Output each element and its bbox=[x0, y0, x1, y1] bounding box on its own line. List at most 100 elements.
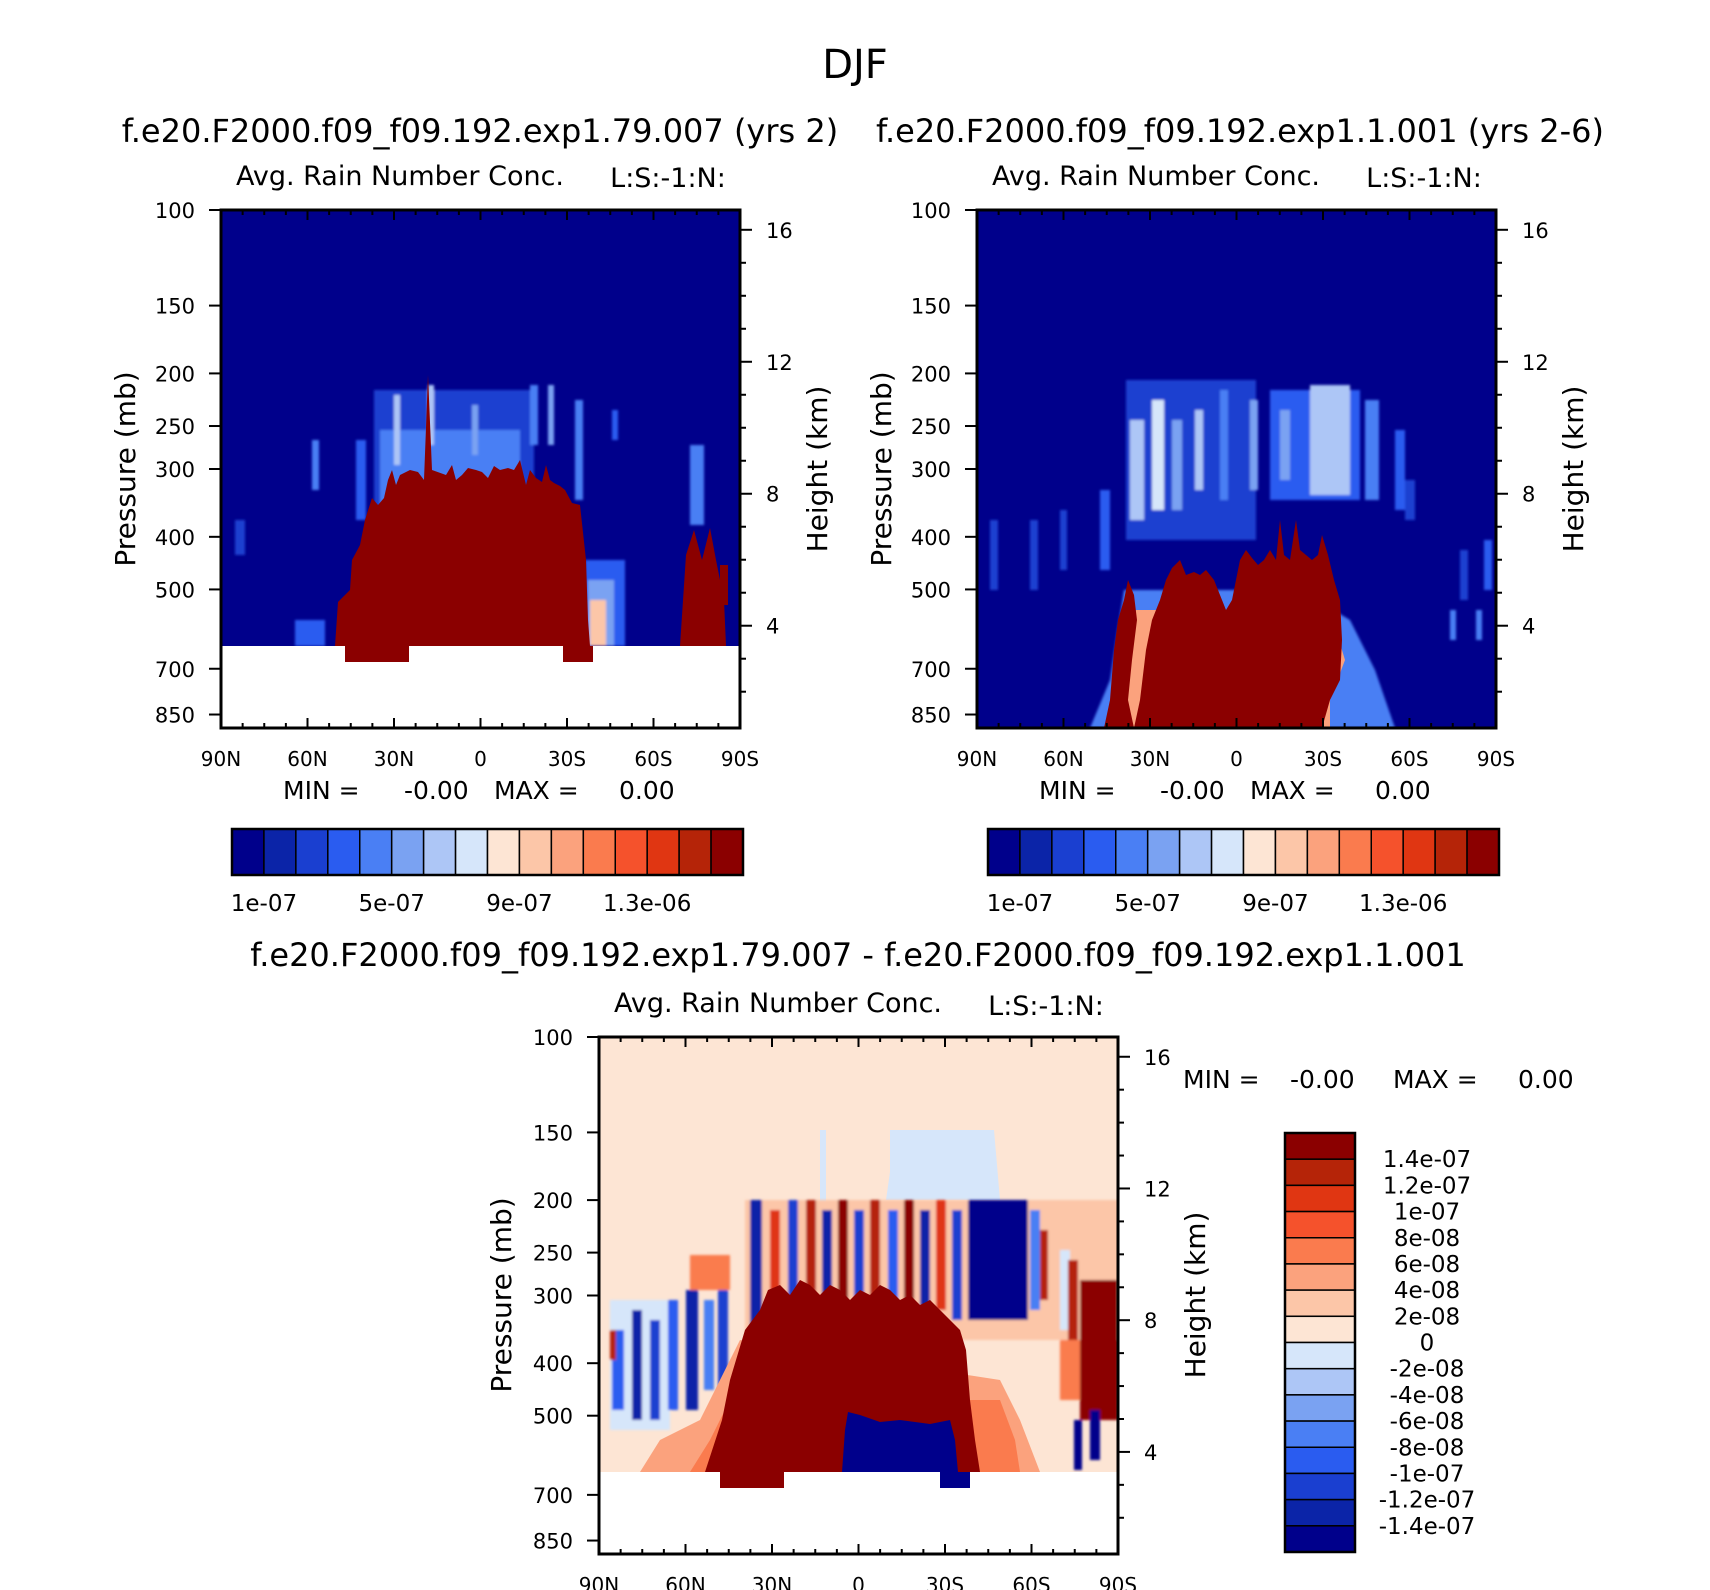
colorbar-swatch bbox=[678, 828, 712, 876]
colorbar-swatch bbox=[518, 828, 553, 876]
x-tick-label: 60S bbox=[634, 747, 672, 771]
panel-3-min-value: -0.00 bbox=[1290, 1065, 1355, 1094]
panel-1-title: f.e20.F2000.f09_f09.192.exp1.79.007 (yrs… bbox=[122, 112, 838, 150]
y-tick-label: 300 bbox=[155, 458, 195, 482]
y2-tick-label: 16 bbox=[1144, 1046, 1171, 1070]
x-tick-label: 60N bbox=[665, 1573, 705, 1590]
panel-3-y2label: Height (km) bbox=[1179, 1212, 1212, 1379]
colorbar-swatch bbox=[327, 828, 361, 876]
y-tick-label: 100 bbox=[155, 199, 195, 223]
panel-3-colorbar: 1.4e-071.2e-071e-078e-086e-084e-082e-080… bbox=[1283, 1131, 1475, 1554]
y-tick-label: 250 bbox=[533, 1242, 573, 1266]
page-title: DJF bbox=[822, 42, 888, 88]
streak bbox=[718, 1290, 728, 1400]
y2-tick-label: 4 bbox=[766, 615, 779, 639]
streak bbox=[1172, 420, 1182, 510]
y2-tick-label: 8 bbox=[1144, 1309, 1157, 1333]
colorbar-swatch bbox=[1434, 828, 1468, 876]
panel-2-subtitle: Avg. Rain Number Conc. bbox=[992, 161, 1320, 192]
y2-tick-label: 4 bbox=[1144, 1441, 1157, 1465]
colorbar-tick-label: -4e-08 bbox=[1390, 1383, 1465, 1409]
x-tick-label: 30N bbox=[1130, 747, 1170, 771]
colorbar-tick-label: 4e-08 bbox=[1394, 1278, 1460, 1304]
colorbar-tick-label: 9e-07 bbox=[486, 891, 552, 917]
colorbar-tick-label: -2e-08 bbox=[1390, 1357, 1465, 1383]
colorbar-swatch bbox=[1284, 1289, 1356, 1318]
x-tick-label: 90N bbox=[201, 747, 241, 771]
panel-2-blue-tip bbox=[1476, 660, 1484, 728]
streak bbox=[356, 440, 366, 520]
colorbar-swatch bbox=[1051, 828, 1085, 876]
streak bbox=[1310, 385, 1350, 495]
streak bbox=[312, 440, 319, 490]
streak bbox=[295, 620, 325, 646]
streak bbox=[1220, 390, 1228, 500]
y-tick-label: 500 bbox=[533, 1405, 573, 1429]
streak bbox=[690, 445, 704, 525]
streak bbox=[1126, 380, 1256, 540]
streak bbox=[590, 600, 606, 646]
streak bbox=[1074, 1420, 1082, 1470]
colorbar-swatch bbox=[295, 828, 329, 876]
streak bbox=[990, 520, 998, 590]
streak bbox=[575, 400, 583, 500]
panel-3-ylabel: Pressure (mb) bbox=[485, 1197, 518, 1392]
streak bbox=[1060, 1250, 1070, 1330]
streak bbox=[472, 405, 478, 455]
streak bbox=[394, 395, 400, 465]
colorbar-tick-label: 1e-07 bbox=[231, 891, 297, 917]
colorbar-swatch bbox=[1284, 1132, 1356, 1160]
panel-3-corner-label: L:S:-1:N: bbox=[988, 991, 1104, 1022]
colorbar-swatch bbox=[646, 828, 680, 876]
colorbar-swatch bbox=[1210, 828, 1245, 876]
panel-2-rain-core bbox=[1104, 520, 1342, 728]
panel-2-y2label: Height (km) bbox=[1557, 386, 1590, 553]
colorbar-swatch bbox=[390, 828, 425, 876]
x-tick-label: 60N bbox=[287, 747, 327, 771]
x-tick-label: 0 bbox=[474, 747, 487, 771]
colorbar-swatch bbox=[1284, 1446, 1356, 1475]
colorbar-swatch bbox=[1019, 828, 1053, 876]
colorbar-tick-label: 1.4e-07 bbox=[1383, 1147, 1471, 1173]
colorbar-swatch bbox=[1284, 1472, 1356, 1501]
panel-2: f.e20.F2000.f09_f09.192.exp1.1.001 (yrs … bbox=[865, 112, 1604, 917]
panel-2-min-value: -0.00 bbox=[1160, 776, 1225, 805]
colorbar-tick-label: 8e-08 bbox=[1394, 1226, 1460, 1252]
colorbar-tick-label: 1e-07 bbox=[987, 891, 1053, 917]
y-tick-label: 400 bbox=[155, 526, 195, 550]
panel-3-cold-tail bbox=[940, 1472, 970, 1488]
colorbar-swatch bbox=[1284, 1210, 1356, 1239]
colorbar-swatch bbox=[1402, 828, 1436, 876]
panel-1-surface-mask bbox=[221, 646, 740, 728]
streak bbox=[838, 1200, 848, 1310]
colorbar-swatch bbox=[1284, 1158, 1356, 1187]
colorbar-swatch bbox=[486, 828, 521, 876]
colorbar-frame bbox=[1283, 1131, 1357, 1554]
panel-2-field bbox=[977, 210, 1496, 728]
colorbar-tick-label: 1.3e-06 bbox=[1359, 891, 1447, 917]
y-tick-label: 300 bbox=[911, 458, 951, 482]
colorbar-tick-label: 9e-07 bbox=[1242, 891, 1308, 917]
y2-tick-label: 8 bbox=[1522, 483, 1535, 507]
streak bbox=[770, 1210, 780, 1320]
colorbar-swatch bbox=[1338, 828, 1372, 876]
panel-1-max-label: MAX = bbox=[494, 776, 579, 805]
y2-tick-label: 8 bbox=[766, 483, 779, 507]
panel-3-light-blue-block bbox=[886, 1130, 1000, 1200]
streak bbox=[690, 1255, 730, 1290]
colorbar-swatch bbox=[1284, 1263, 1356, 1291]
colorbar-tick-label: 6e-08 bbox=[1394, 1252, 1460, 1278]
panel-2-min-label: MIN = bbox=[1039, 776, 1116, 805]
streak bbox=[1476, 610, 1482, 640]
panel-1-y2label: Height (km) bbox=[801, 386, 834, 553]
streak bbox=[686, 1290, 698, 1410]
colorbar-swatch bbox=[1284, 1341, 1356, 1370]
panel-1-axes: 90N 60N 30N 0 30S 60S 90S 100 150 200 250 300 400 500… bbox=[155, 199, 793, 771]
colorbar-swatch bbox=[1274, 828, 1309, 876]
colorbar-swatch bbox=[1083, 828, 1117, 876]
x-tick-label: 60N bbox=[1043, 747, 1083, 771]
y-tick-label: 850 bbox=[911, 704, 951, 728]
streak bbox=[1100, 490, 1110, 570]
x-tick-label: 90S bbox=[1477, 747, 1515, 771]
